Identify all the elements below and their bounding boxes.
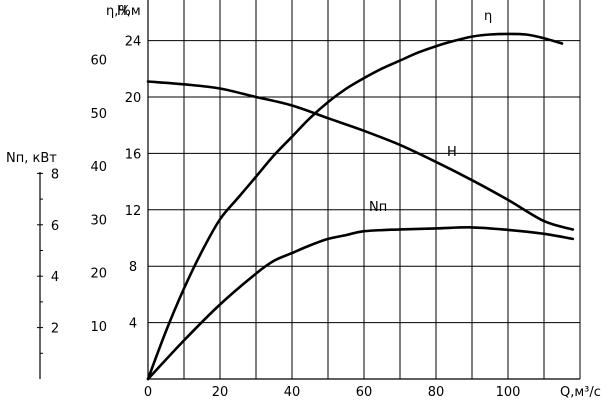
- head-tick-label: 24: [125, 35, 142, 50]
- head-tick-label: 8: [129, 260, 137, 275]
- x-tick-label: 20: [212, 385, 229, 400]
- power-axis-unit: Nп, кВт: [6, 151, 57, 166]
- head-tick-label: 4: [129, 317, 137, 332]
- x-tick-label: 40: [284, 385, 301, 400]
- head-tick-label: 20: [125, 91, 142, 106]
- flow-axis-unit: Q,м³/с: [560, 385, 601, 400]
- efficiency-curve: [146, 32, 564, 381]
- series-label-h: Н: [447, 145, 457, 160]
- eta-tick-label: 40: [90, 160, 107, 175]
- x-tick-label: 60: [356, 385, 373, 400]
- eta-tick-label: 10: [90, 320, 107, 335]
- power-tick-label: 8: [51, 167, 59, 182]
- chart-axes: [37, 0, 580, 380]
- power-curve: [146, 226, 575, 381]
- power-tick-label: 2: [51, 322, 59, 337]
- power-tick-label: 4: [51, 270, 59, 285]
- chart-curves: [146, 32, 575, 381]
- eta-tick-label: 20: [90, 267, 107, 282]
- eta-tick-label: 60: [90, 54, 107, 69]
- eta-axis-unit: η,%: [106, 4, 131, 19]
- eta-tick-label: 50: [90, 107, 107, 122]
- series-label-np: Nп: [369, 200, 387, 215]
- chart-labels: η,% Н,м Nп, кВт Q,м³/с η Н Nп: [6, 4, 601, 400]
- eta-tick-label: 30: [90, 213, 107, 228]
- power-tick-label: 6: [51, 219, 59, 234]
- head-tick-label: 12: [125, 204, 142, 219]
- x-tick-label: 80: [428, 385, 445, 400]
- chart-grid: [148, 0, 581, 379]
- head-tick-label: 16: [125, 147, 142, 162]
- series-label-eta: η: [484, 9, 492, 24]
- head-curve: [146, 80, 575, 231]
- x-tick-label: 0: [144, 385, 152, 400]
- x-tick-label: 100: [496, 385, 521, 400]
- head-axis-unit: Н,м: [117, 4, 141, 19]
